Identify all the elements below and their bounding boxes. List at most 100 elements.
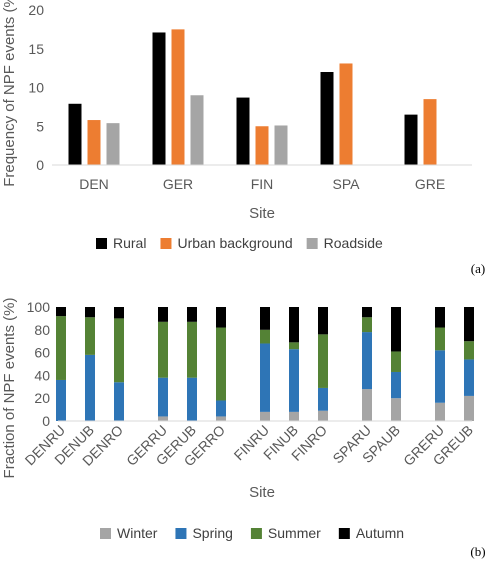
bar-spaub-winter [391,398,401,421]
bar-denru-summer [56,316,66,380]
chart-a-y-tick-label: 0 [36,157,44,173]
bar-finub-autumn [289,307,299,343]
panel-label-a: (a) [471,261,485,276]
legend-label-spring: Spring [192,525,232,541]
bar-den-rural [68,103,82,165]
bar-gerro-summer [216,327,226,401]
bar-finub-winter [289,411,299,421]
bar-ger-rural [152,32,166,165]
chart-b-y-axis-title: Fraction of NPF events (%) [1,298,18,479]
bar-sparu-spring [362,332,372,390]
bar-fin-roadside [274,125,288,165]
bar-gerro-autumn [216,307,226,328]
chart-a-y-tick-label: 15 [28,41,44,57]
legend-swatch-rural [96,238,107,249]
panel-label-b: (b) [470,544,485,559]
bar-gerru-summer [158,321,168,378]
chart-a-x-tick-label: GRE [415,176,445,192]
bar-finru-summer [260,329,270,344]
legend-label-rural: Rural [113,235,146,251]
chart-b-y-tick-label: 60 [34,345,50,361]
legend-swatch-summer [250,528,262,539]
bar-fin-rural [236,97,250,165]
chart-a-bars [68,29,437,165]
chart-a-y-tick-label: 20 [28,2,44,18]
chart-b-y-ticks: 0 20 40 60 80 100 [27,299,51,429]
bar-greub-winter [464,395,474,421]
bar-gerru-autumn [158,307,168,322]
bar-greru-summer [435,327,445,351]
bar-greub-spring [464,359,474,396]
legend-swatch-urban-background [160,238,172,249]
bar-spaub-autumn [391,307,401,352]
bar-denru-autumn [56,307,66,317]
bar-spa-urban-background [339,63,353,165]
bar-finro-autumn [318,307,328,335]
bar-finro-winter [318,410,328,421]
bar-denro-autumn [114,307,124,319]
chart-a-legend: Rural Urban background Roadside [96,235,383,251]
bar-greru-winter [435,402,445,421]
chart-a-x-tick-label: GER [163,176,193,192]
bar-gerro-spring [216,400,226,417]
chart-b-y-tick-label: 0 [42,413,50,429]
bar-gerub-summer [187,321,197,378]
chart-b-y-tick-label: 20 [34,390,50,406]
bar-greru-autumn [435,307,445,328]
bar-gerru-winter [158,416,168,421]
bar-greru-spring [435,350,445,403]
bar-finub-spring [289,349,299,412]
bar-finro-summer [318,334,328,388]
chart-a-x-axis-title: Site [249,205,275,222]
bar-finru-winter [260,411,270,421]
bar-spa-rural [320,72,334,165]
chart-b-y-tick-label: 40 [34,367,50,383]
legend-label-winter: Winter [117,525,158,541]
bar-spaub-summer [391,351,401,372]
chart-b-bars [56,307,474,421]
legend-label-urban-background: Urban background [177,235,292,251]
bar-sparu-summer [362,317,372,333]
bar-fin-urban-background [255,126,269,165]
bar-gerro-winter [216,416,226,421]
bar-greub-autumn [464,307,474,342]
chart-a: Frequency of NPF events (%) 0 5 10 15 20 DEN… [1,0,485,276]
bar-spaub-spring [391,371,401,399]
bar-greub-summer [464,341,474,360]
bar-gerub-autumn [187,307,197,322]
bar-gre-urban-background [423,99,437,165]
bar-denub-spring [85,354,95,421]
bar-denro-summer [114,318,124,383]
chart-a-x-tick-label: DEN [79,176,109,192]
chart-a-y-axis-title: Frequency of NPF events (%) [1,0,18,187]
bar-denro-spring [114,382,124,421]
chart-b-y-tick-label: 100 [27,299,51,315]
chart-a-y-ticks: 0 5 10 15 20 [28,2,44,173]
legend-label-roadside: Roadside [324,235,383,251]
chart-a-y-tick-label: 5 [36,118,44,134]
legend-swatch-roadside [306,238,318,249]
legend-swatch-spring [175,528,187,539]
chart-b-legend: Winter Spring Summer Autumn [100,525,404,541]
bar-finru-autumn [260,307,270,330]
legend-label-autumn: Autumn [356,525,404,541]
legend-swatch-autumn [338,528,350,539]
bar-gerub-spring [187,377,197,421]
chart-b-x-axis-title: Site [249,484,275,501]
chart-b-y-tick-label: 80 [34,322,50,338]
bar-denub-summer [85,317,95,355]
legend-swatch-winter [100,528,111,539]
bar-finub-summer [289,342,299,350]
legend-label-summer: Summer [268,525,321,541]
bar-den-roadside [106,123,120,165]
bar-den-urban-background [87,120,101,165]
bar-finru-spring [260,343,270,412]
chart-b: Fraction of NPF events (%) 020406080100 … [1,298,486,559]
bar-gre-rural [404,114,418,165]
bar-denru-spring [56,379,66,421]
bar-denub-autumn [85,307,95,318]
bar-sparu-winter [362,389,372,421]
chart-a-x-tick-label: FIN [251,176,274,192]
